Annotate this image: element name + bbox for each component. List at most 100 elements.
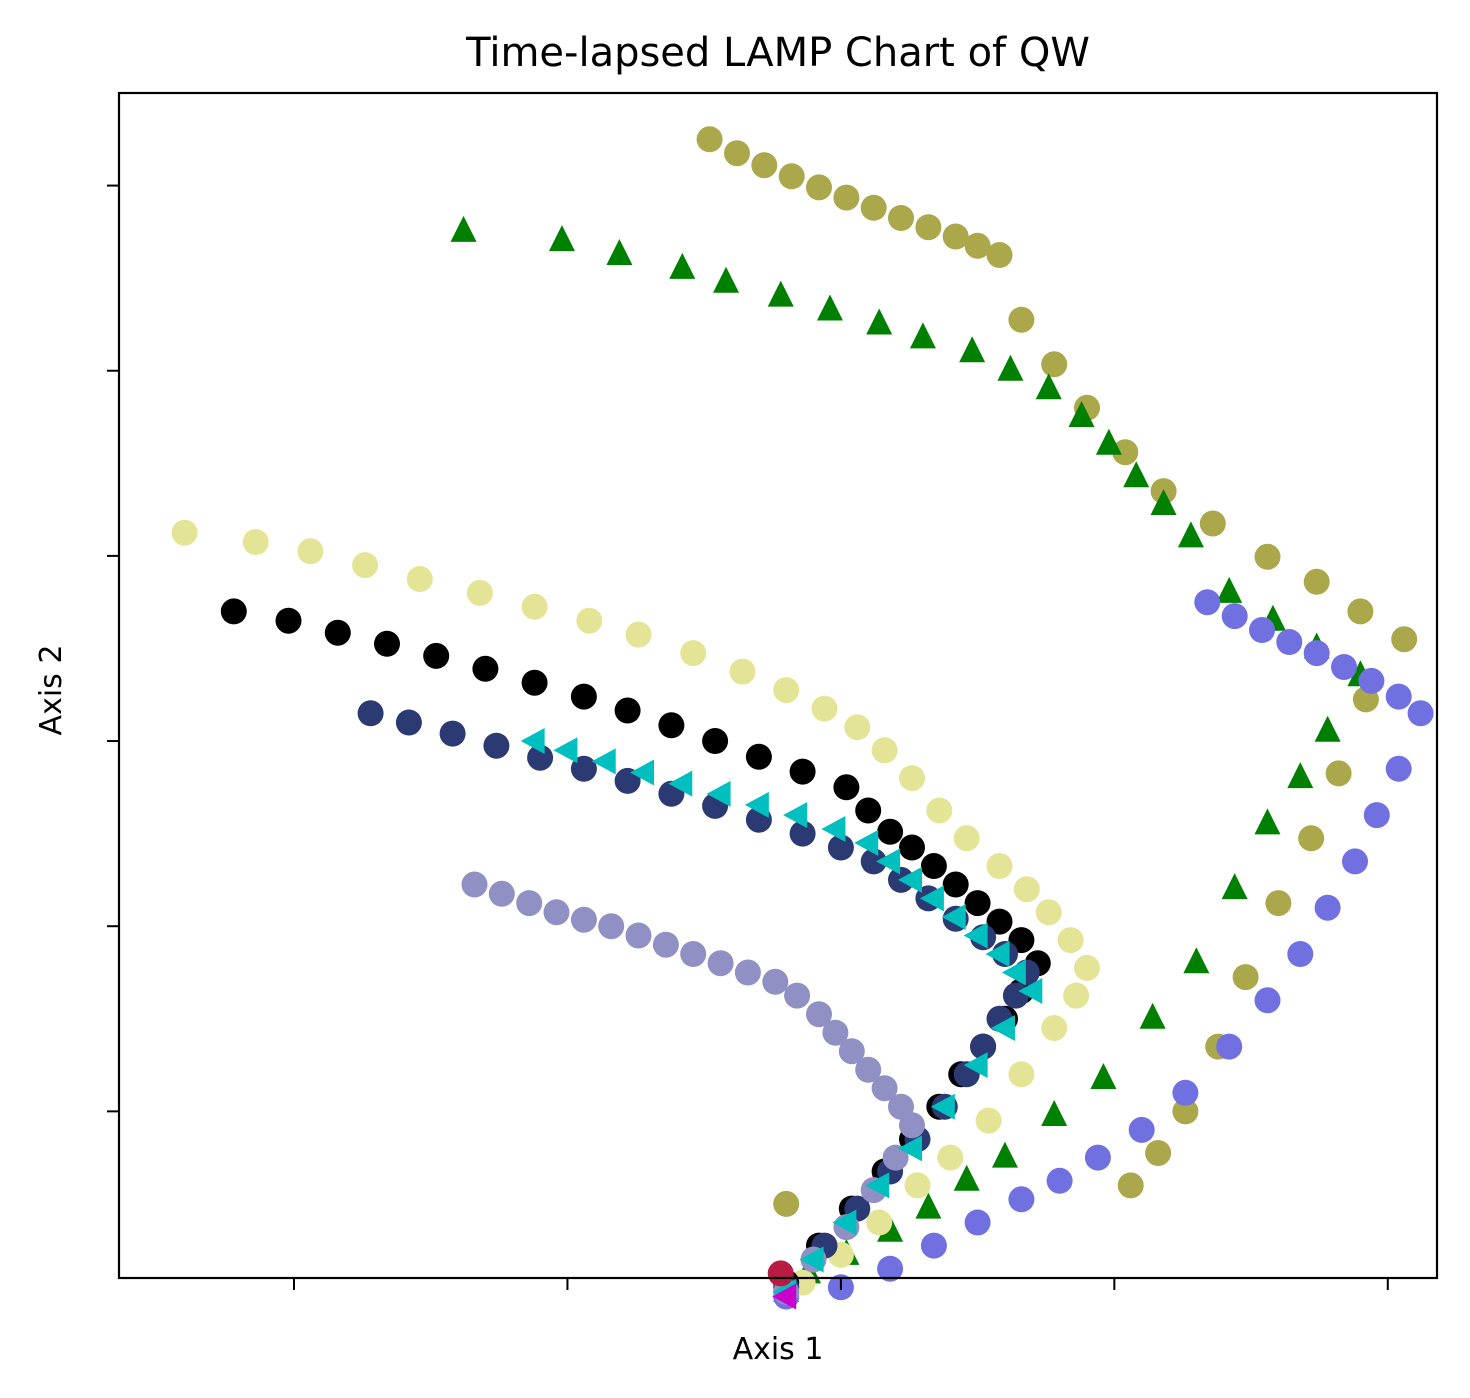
data-point — [680, 640, 707, 667]
data-point — [1385, 683, 1412, 710]
data-point — [680, 941, 707, 967]
data-point — [953, 1164, 980, 1191]
data-point — [521, 593, 548, 620]
data-point — [844, 714, 871, 741]
data-point — [986, 242, 1013, 268]
data-point — [1068, 401, 1095, 428]
data-point — [1057, 927, 1084, 954]
data-point — [773, 1190, 800, 1217]
data-point — [1407, 700, 1434, 727]
data-point — [1314, 894, 1341, 921]
data-point — [1303, 568, 1330, 595]
data-point — [1046, 1167, 1073, 1194]
data-point — [783, 802, 808, 829]
data-point — [1018, 978, 1043, 1005]
data-point — [915, 1192, 942, 1219]
data-point — [1013, 876, 1040, 903]
data-point — [871, 1075, 898, 1102]
data-point — [986, 853, 1013, 879]
data-point — [1331, 654, 1357, 680]
data-point — [811, 695, 838, 722]
data-point — [275, 607, 302, 634]
data-point — [773, 677, 800, 704]
data-point — [959, 336, 986, 363]
data-point — [855, 797, 882, 824]
data-point — [1216, 576, 1243, 603]
data-point — [242, 529, 269, 555]
data-point — [855, 1056, 882, 1083]
data-point — [488, 880, 515, 907]
data-point — [897, 866, 922, 893]
data-point — [1298, 825, 1325, 852]
data-point — [897, 1135, 922, 1162]
data-point — [1194, 589, 1221, 616]
series-6 — [461, 871, 925, 1305]
data-point — [882, 1144, 909, 1171]
data-point — [1008, 1061, 1035, 1088]
data-point — [838, 1038, 865, 1065]
data-point — [751, 152, 778, 179]
data-point — [964, 232, 991, 259]
data-point — [374, 630, 400, 657]
data-point — [1287, 762, 1314, 789]
data-point — [439, 720, 466, 747]
data-point — [767, 1260, 794, 1287]
data-point — [778, 163, 805, 190]
data-point — [942, 223, 969, 250]
data-point — [990, 1015, 1015, 1042]
data-point — [926, 797, 953, 824]
data-point — [520, 728, 545, 755]
data-point — [1183, 947, 1210, 974]
data-point — [899, 765, 925, 792]
data-point — [1249, 617, 1275, 643]
data-point — [806, 174, 832, 201]
data-point — [762, 968, 789, 995]
data-point — [930, 1093, 955, 1120]
data-point — [171, 519, 198, 546]
data-point — [1139, 1002, 1166, 1029]
data-point — [963, 1052, 988, 1079]
data-point — [1303, 640, 1330, 667]
data-point — [866, 308, 893, 335]
data-point — [860, 194, 887, 221]
data-point — [1008, 1186, 1035, 1213]
plot-frame — [117, 91, 1439, 1280]
data-point — [827, 834, 854, 861]
data-point — [658, 712, 685, 739]
data-point — [963, 922, 988, 949]
data-point — [1363, 802, 1390, 829]
data-point — [543, 899, 570, 926]
data-point — [899, 834, 925, 861]
data-point — [991, 1141, 1018, 1168]
data-point — [1041, 1099, 1068, 1126]
data-point — [1177, 521, 1204, 548]
plot-marks — [171, 126, 1434, 1310]
data-point — [548, 225, 575, 252]
data-point — [472, 655, 499, 682]
data-point — [871, 737, 898, 764]
data-point — [860, 848, 887, 875]
series-9 — [772, 1283, 797, 1310]
data-point — [702, 728, 729, 754]
data-point — [606, 239, 633, 266]
series-3 — [171, 519, 1100, 1296]
data-point — [789, 820, 816, 847]
data-point — [854, 829, 879, 856]
data-point — [297, 538, 324, 565]
data-point — [406, 566, 433, 592]
data-point — [1041, 1015, 1068, 1041]
data-point — [1008, 306, 1035, 333]
data-point — [570, 906, 597, 933]
data-point — [953, 825, 980, 852]
data-point — [706, 780, 731, 807]
data-point — [970, 1033, 997, 1060]
series-0 — [696, 126, 1418, 1217]
data-point — [1117, 1172, 1144, 1199]
data-point — [937, 1144, 964, 1171]
y-axis-label: Axis 2 — [34, 645, 69, 736]
data-point — [876, 848, 901, 875]
data-point — [1265, 890, 1292, 917]
data-point — [1074, 954, 1100, 981]
data-point — [1128, 1116, 1155, 1143]
